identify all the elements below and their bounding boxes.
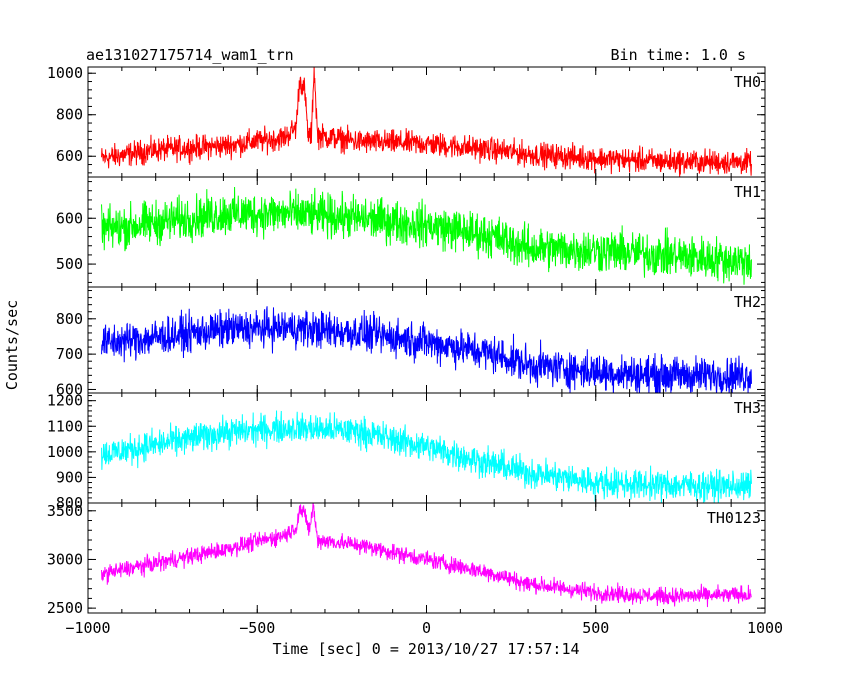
panel-label-th0: TH0 [734,73,761,91]
panel-label-th0123: TH0123 [707,509,761,527]
panel-th3: 800 900 1000 1100 1200 TH3 [47,392,766,512]
y-tick-label: 1100 [47,417,83,435]
y-tick-label: 1000 [47,64,83,82]
panel-th1: 500 600 TH1 [56,176,766,288]
x-tick-label: 500 [582,619,609,637]
series-line-th3 [101,410,752,503]
x-axis: −1000 −500 0 500 1000 [65,619,783,637]
y-tick-label: 800 [56,310,83,328]
panels-group: 600 800 1000 TH0 500 600 TH1 600 700 800 TH2 800 900… [47,64,766,617]
panel-th0: 600 800 1000 TH0 [47,64,766,178]
y-tick-label: 1200 [47,392,83,410]
x-tick-label: 0 [422,619,431,637]
panel-label-th2: TH2 [734,293,761,311]
y-axis-label: Counts/sec [3,300,21,390]
y-tick-label: 800 [56,494,83,512]
y-tick-label: 600 [56,209,83,227]
y-tick-label: 600 [56,380,83,398]
panel-label-th1: TH1 [734,183,761,201]
panel-label-th3: TH3 [734,399,761,417]
y-tick-label: 700 [56,345,83,363]
x-tick-label: −500 [239,619,275,637]
y-tick-label: 500 [56,255,83,273]
y-tick-label: 3500 [47,502,83,520]
x-axis-label: Time [sec] 0 = 2013/10/27 17:57:14 [272,640,579,658]
panel-th0123: 2500 3000 3500 TH0123 [47,502,766,617]
series-line-th0123 [101,503,752,608]
series-line-th1 [101,187,752,285]
series-line-th0 [101,67,752,177]
y-tick-label: 2500 [47,599,83,617]
x-tick-label: −1000 [65,619,110,637]
x-tick-label: 1000 [747,619,783,637]
y-tick-label: 900 [56,468,83,486]
series-line-th2 [101,306,752,393]
y-tick-label: 800 [56,106,83,124]
y-tick-label: 600 [56,147,83,165]
chart-title: ae131027175714_wam1_trn [86,46,294,64]
y-tick-label: 3000 [47,550,83,568]
y-tick-label: 1000 [47,443,83,461]
panel-th2: 600 700 800 TH2 [56,286,766,398]
bin-time-label: Bin time: 1.0 s [611,46,746,64]
